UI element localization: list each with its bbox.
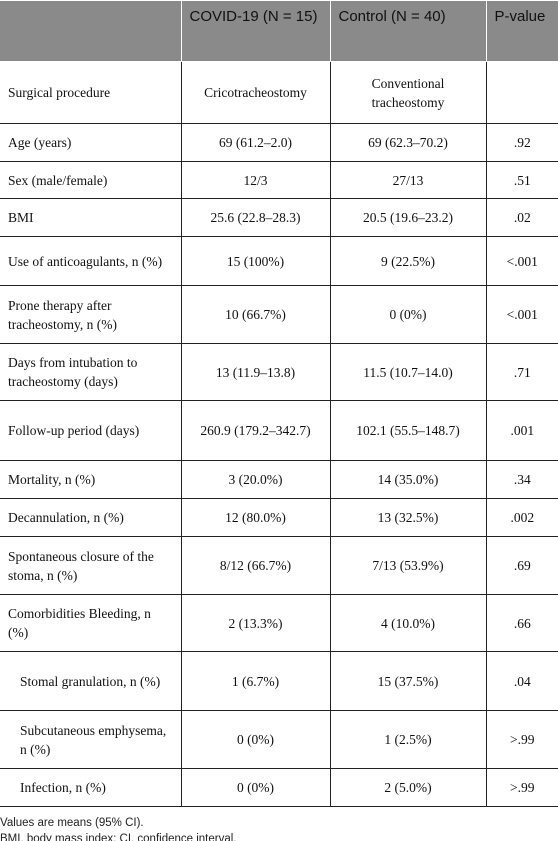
row-label: Decannulation, n (%): [0, 498, 182, 537]
table-cell: .71: [485, 343, 558, 401]
table-row: Stomal granulation, n (%) 1 (6.7%) 15 (37.…: [0, 651, 558, 711]
header-cell: P-value: [485, 0, 558, 62]
table-cell: 1 (2.5%): [329, 710, 487, 769]
table-row: Sex (male/female) 12/3 27/13.51: [0, 161, 558, 199]
table-cell: >.99: [485, 768, 558, 807]
table-cell: .002: [485, 498, 558, 537]
table-cell: 13 (11.9–13.8): [180, 343, 331, 401]
footnote: Values are means (95% CI).: [0, 817, 144, 829]
row-label: BMI: [0, 198, 182, 237]
footnote: BMI, body mass index; CI, confidence int…: [0, 833, 237, 841]
table-row: Decannulation, n (%) 12 (80.0%) 13 (32.5%)…: [0, 498, 558, 537]
table-row: Spontaneous closure of the stoma, n (%) 8…: [0, 536, 558, 595]
table-row: Infection, n (%) 0 (0%) 2 (5.0%) >.99: [0, 768, 558, 807]
table-row: Use of anticoagulants, n (%) 15 (100%) 9 (…: [0, 236, 558, 286]
table-cell: 27/13: [329, 161, 487, 199]
table-cell: .04: [485, 651, 558, 711]
table-cell: >.99: [485, 710, 558, 769]
table-cell: 14 (35.0%): [329, 460, 487, 499]
table-cell: .66: [485, 594, 558, 652]
table-cell: 0 (0%): [329, 285, 487, 344]
table-cell: 15 (100%): [180, 236, 331, 286]
table-row: Subcutaneous emphysema, n (%) 0 (0%) 1 (2.…: [0, 710, 558, 769]
table-cell: .92: [485, 123, 558, 162]
table-cell: .02: [485, 198, 558, 237]
header-cell: Control (N = 40): [329, 0, 487, 62]
row-label: Prone therapy after tracheostomy, n (%): [0, 285, 182, 344]
table-cell: 4 (10.0%): [329, 594, 487, 652]
table-cell: 3 (20.0%): [180, 460, 331, 499]
data-table: COVID-19 (N = 15) Control (N = 40) P-value…: [0, 0, 558, 807]
row-label: Follow-up period (days): [0, 400, 182, 461]
table-cell: 12 (80.0%): [180, 498, 331, 537]
table-row: Prone therapy after tracheostomy, n (%) 1…: [0, 285, 558, 344]
table-row: Follow-up period (days) 260.9 (179.2–342.…: [0, 400, 558, 461]
table-cell: 25.6 (22.8–28.3): [180, 198, 331, 237]
table-cell: [485, 61, 558, 124]
row-label: Spontaneous closure of the stoma, n (%): [0, 536, 182, 595]
row-label: Surgical procedure: [0, 61, 182, 124]
table-cell: <.001: [485, 285, 558, 344]
table-cell: 12/3: [180, 161, 331, 199]
table-cell: 260.9 (179.2–342.7): [180, 400, 331, 461]
table-row: Days from intubation to tracheostomy (da…: [0, 343, 558, 401]
table-cell: 15 (37.5%): [329, 651, 487, 711]
row-label: Stomal granulation, n (%): [0, 651, 182, 711]
row-label: Comorbidities Bleeding, n (%): [0, 594, 182, 652]
table-cell: 13 (32.5%): [329, 498, 487, 537]
row-label: Infection, n (%): [0, 768, 182, 807]
table-row: Mortality, n (%) 3 (20.0%) 14 (35.0%) .34: [0, 460, 558, 499]
table-cell: 9 (22.5%): [329, 236, 487, 286]
row-label: Mortality, n (%): [0, 460, 182, 499]
row-label: Use of anticoagulants, n (%): [0, 236, 182, 286]
table-cell: 0 (0%): [180, 710, 331, 769]
row-label: Subcutaneous emphysema, n (%): [0, 710, 182, 769]
table-cell: 7/13 (53.9%): [329, 536, 487, 595]
table-cell: 10 (66.7%): [180, 285, 331, 344]
table-body: Surgical procedure Cricotracheostomy Conve…: [0, 61, 558, 807]
table-cell: <.001: [485, 236, 558, 286]
table-cell: 1 (6.7%): [180, 651, 331, 711]
table-cell: 11.5 (10.7–14.0): [329, 343, 487, 401]
table-row: BMI 25.6 (22.8–28.3) 20.5 (19.6–23.2) .02: [0, 198, 558, 237]
table-cell: .69: [485, 536, 558, 595]
row-label: Sex (male/female): [0, 161, 182, 199]
table-row: Age (years) 69 (61.2–2.0) 69 (62.3–70.2) .9…: [0, 123, 558, 162]
header-cell: COVID-19 (N = 15): [180, 0, 331, 62]
table-cell: .34: [485, 460, 558, 499]
table-cell: Cricotracheostomy: [180, 61, 331, 124]
table-cell: .001: [485, 400, 558, 461]
footnotes: Values are means (95% CI). BMI, body mass…: [0, 807, 558, 841]
header-cell: [0, 0, 182, 62]
row-label: Age (years): [0, 123, 182, 162]
row-label: Days from intubation to tracheostomy (da…: [0, 343, 182, 401]
table-cell: 69 (62.3–70.2): [329, 123, 487, 162]
table-cell: 2 (13.3%): [180, 594, 331, 652]
table-cell: .51: [485, 161, 558, 199]
table-cell: Conventional tracheostomy: [329, 61, 487, 124]
table-cell: 102.1 (55.5–148.7): [329, 400, 487, 461]
table-cell: 8/12 (66.7%): [180, 536, 331, 595]
table-cell: 69 (61.2–2.0): [180, 123, 331, 162]
table-cell: 2 (5.0%): [329, 768, 487, 807]
table-cell: 20.5 (19.6–23.2): [329, 198, 487, 237]
table-row: Surgical procedure Cricotracheostomy Conve…: [0, 61, 558, 124]
table-cell: 0 (0%): [180, 768, 331, 807]
table-row: Comorbidities Bleeding, n (%) 2 (13.3%) 4 …: [0, 594, 558, 652]
header-row: COVID-19 (N = 15) Control (N = 40) P-value: [0, 0, 558, 62]
